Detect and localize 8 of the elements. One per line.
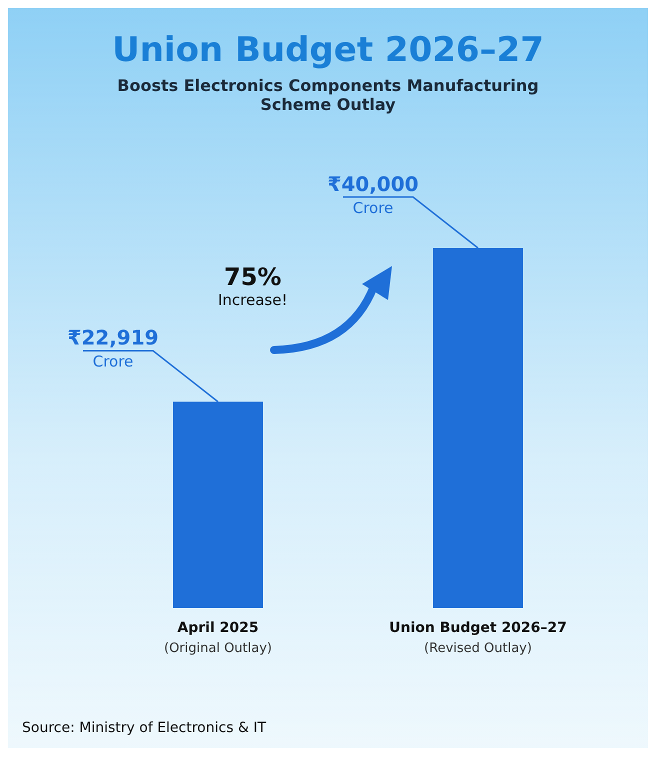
source-note: Source: Ministry of Electronics & IT xyxy=(22,720,266,736)
chart-title: Union Budget 2026–27 xyxy=(111,29,545,70)
data-label: ₹40,000 Crore xyxy=(327,172,419,217)
x-tick-label: April 2025 (Original Outlay) xyxy=(164,620,272,656)
annotation: 75% Increase! xyxy=(218,263,288,309)
data-label: ₹22,919 Crore xyxy=(67,326,159,371)
chart-subtitle: Boosts Electronics Components Manufacturing Scheme Outlay xyxy=(116,76,540,114)
x-tick-label: Union Budget 2026–27 (Revised Outlay) xyxy=(389,620,567,656)
